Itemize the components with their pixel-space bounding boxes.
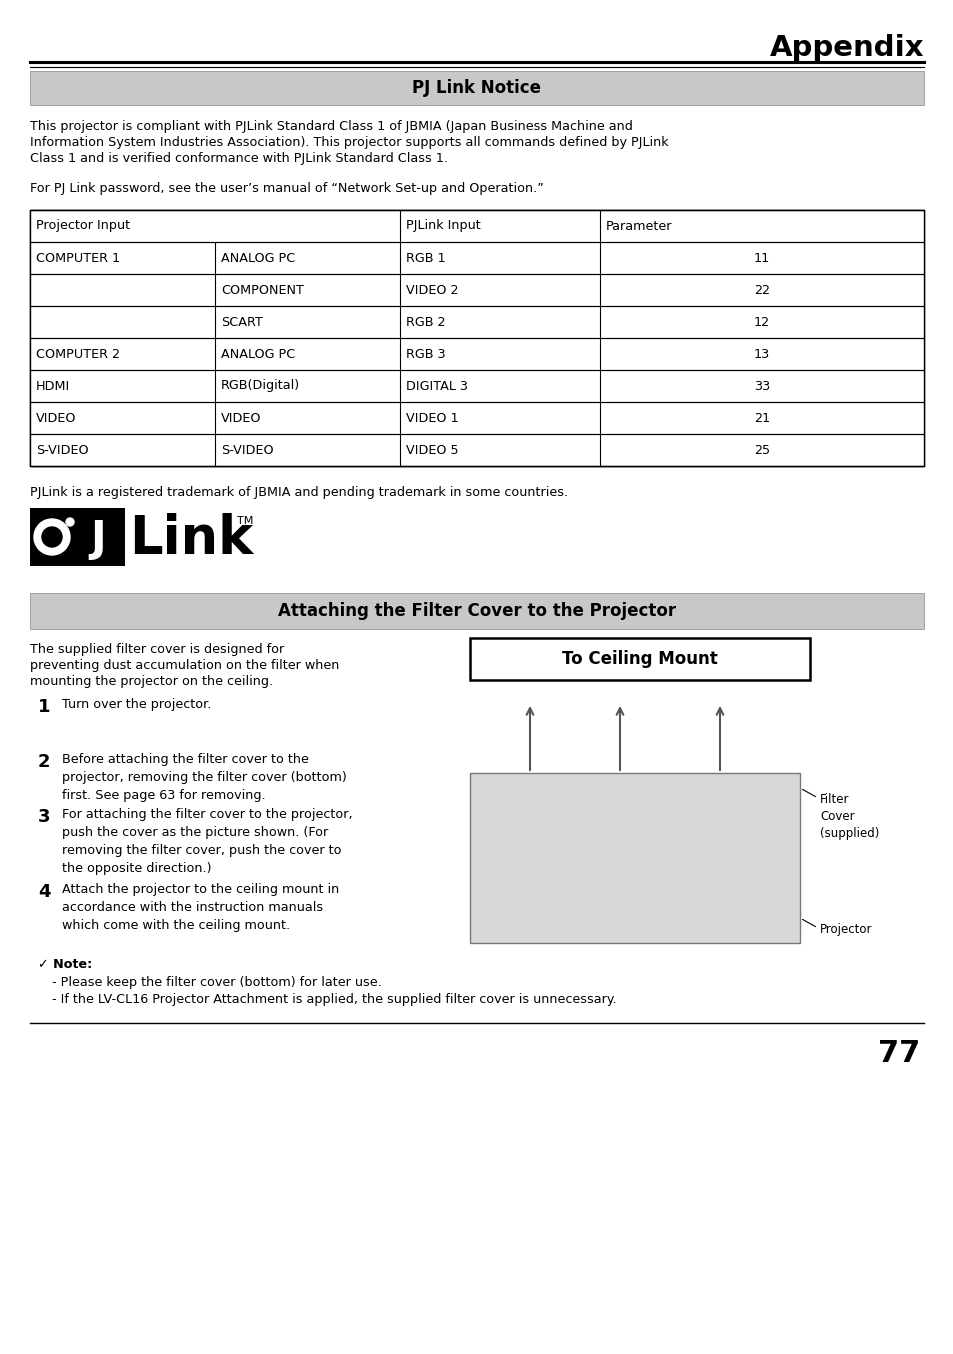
- Text: For PJ Link password, see the user’s manual of “Network Set-up and Operation.”: For PJ Link password, see the user’s man…: [30, 181, 543, 195]
- Text: DIGITAL 3: DIGITAL 3: [406, 379, 468, 393]
- Text: 21: 21: [753, 412, 769, 425]
- Text: S-VIDEO: S-VIDEO: [36, 444, 89, 456]
- Text: Attach the projector to the ceiling mount in
accordance with the instruction man: Attach the projector to the ceiling moun…: [62, 883, 339, 932]
- Text: Class 1 and is verified conformance with PJLink Standard Class 1.: Class 1 and is verified conformance with…: [30, 152, 448, 165]
- Text: ✓ Note:: ✓ Note:: [38, 959, 92, 971]
- Text: COMPONENT: COMPONENT: [221, 283, 304, 297]
- Text: ANALOG PC: ANALOG PC: [221, 252, 294, 264]
- Text: To Ceiling Mount: To Ceiling Mount: [561, 650, 717, 668]
- Circle shape: [42, 527, 62, 547]
- Circle shape: [34, 519, 70, 555]
- Text: RGB(Digital): RGB(Digital): [221, 379, 300, 393]
- Bar: [470, 773, 800, 942]
- Text: For attaching the filter cover to the projector,
push the cover as the picture s: For attaching the filter cover to the pr…: [62, 808, 353, 875]
- Text: PJ Link Notice: PJ Link Notice: [412, 79, 541, 97]
- Text: TM: TM: [236, 516, 253, 525]
- Bar: [30, 210, 923, 466]
- Bar: [30, 593, 923, 630]
- Bar: [30, 210, 923, 466]
- Text: preventing dust accumulation on the filter when: preventing dust accumulation on the filt…: [30, 659, 339, 672]
- Text: Appendix: Appendix: [769, 34, 923, 62]
- Text: PJLink is a registered trademark of JBMIA and pending trademark in some countrie: PJLink is a registered trademark of JBMI…: [30, 486, 568, 500]
- Text: 1: 1: [38, 699, 51, 716]
- Text: RGB 3: RGB 3: [406, 348, 445, 360]
- Bar: [470, 638, 809, 680]
- Circle shape: [66, 519, 74, 525]
- Text: J: J: [91, 519, 106, 561]
- Text: Filter
Cover
(supplied): Filter Cover (supplied): [820, 793, 879, 839]
- Text: This projector is compliant with PJLink Standard Class 1 of JBMIA (Japan Busines: This projector is compliant with PJLink …: [30, 121, 632, 133]
- Text: Attaching the Filter Cover to the Projector: Attaching the Filter Cover to the Projec…: [277, 603, 676, 620]
- Text: 11: 11: [753, 252, 769, 264]
- Text: HDMI: HDMI: [36, 379, 71, 393]
- Text: 4: 4: [38, 883, 51, 900]
- Text: VIDEO 1: VIDEO 1: [406, 412, 458, 425]
- Text: The supplied filter cover is designed for: The supplied filter cover is designed fo…: [30, 643, 284, 655]
- Text: S-VIDEO: S-VIDEO: [221, 444, 274, 456]
- Text: COMPUTER 1: COMPUTER 1: [36, 252, 120, 264]
- Text: COMPUTER 2: COMPUTER 2: [36, 348, 120, 360]
- Text: 25: 25: [753, 444, 769, 456]
- Text: VIDEO: VIDEO: [36, 412, 76, 425]
- Text: - Please keep the filter cover (bottom) for later use.: - Please keep the filter cover (bottom) …: [52, 976, 381, 988]
- Text: Information System Industries Association). This projector supports all commands: Information System Industries Associatio…: [30, 135, 668, 149]
- Text: 33: 33: [753, 379, 769, 393]
- Text: Turn over the projector.: Turn over the projector.: [62, 699, 212, 711]
- Text: RGB 1: RGB 1: [406, 252, 445, 264]
- Text: Link: Link: [129, 513, 253, 565]
- Text: RGB 2: RGB 2: [406, 315, 445, 329]
- Text: 12: 12: [753, 315, 769, 329]
- Text: mounting the projector on the ceiling.: mounting the projector on the ceiling.: [30, 676, 273, 688]
- Text: 13: 13: [753, 348, 769, 360]
- Text: Before attaching the filter cover to the
projector, removing the filter cover (b: Before attaching the filter cover to the…: [62, 753, 346, 802]
- Text: Parameter: Parameter: [605, 219, 672, 233]
- Bar: [30, 70, 923, 106]
- Text: 3: 3: [38, 808, 51, 826]
- Text: VIDEO 5: VIDEO 5: [406, 444, 458, 456]
- Text: Projector: Projector: [820, 923, 872, 936]
- Text: SCART: SCART: [221, 315, 263, 329]
- Text: ANALOG PC: ANALOG PC: [221, 348, 294, 360]
- Text: 22: 22: [753, 283, 769, 297]
- Text: Projector Input: Projector Input: [36, 219, 130, 233]
- Text: 77: 77: [877, 1039, 919, 1067]
- Text: VIDEO: VIDEO: [221, 412, 261, 425]
- Text: PJLink Input: PJLink Input: [406, 219, 480, 233]
- Text: - If the LV-CL16 Projector Attachment is applied, the supplied filter cover is u: - If the LV-CL16 Projector Attachment is…: [52, 992, 616, 1006]
- Text: VIDEO 2: VIDEO 2: [406, 283, 458, 297]
- Bar: [30, 508, 125, 566]
- Text: 2: 2: [38, 753, 51, 770]
